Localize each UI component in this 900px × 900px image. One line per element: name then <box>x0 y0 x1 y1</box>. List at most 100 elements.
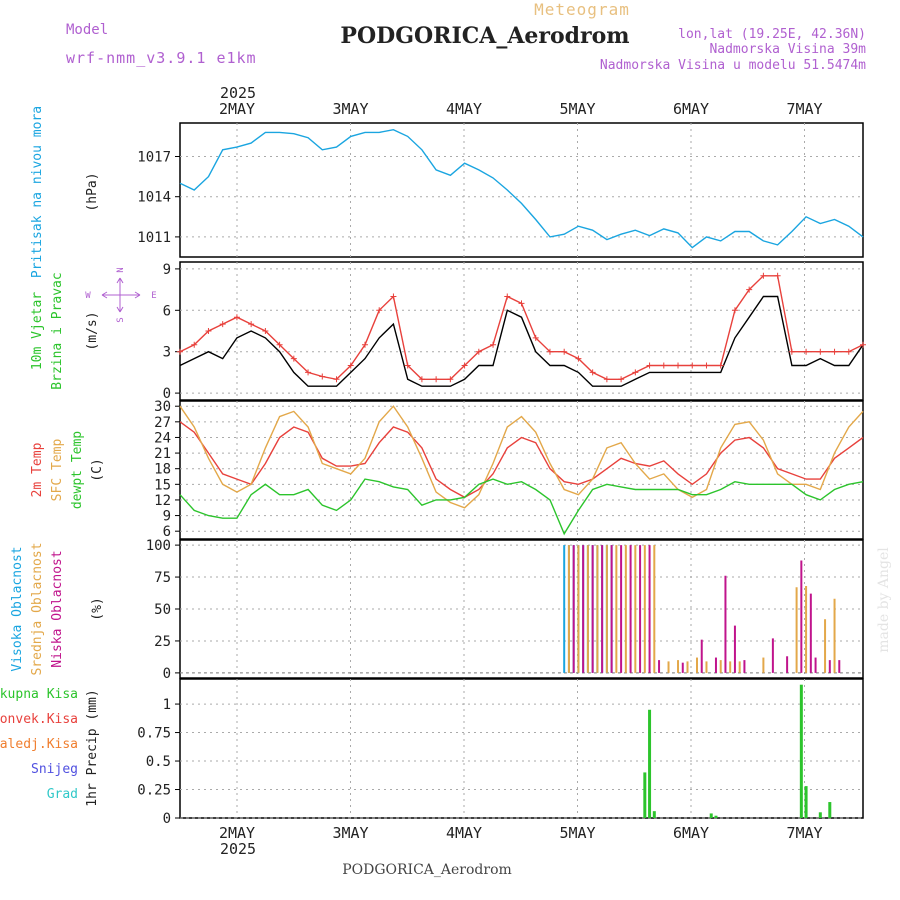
gust-marker <box>433 376 440 383</box>
y-tick-label: 30 <box>154 399 171 415</box>
gust-marker <box>660 362 667 369</box>
y-tick-label: 6 <box>163 303 171 319</box>
precip-bar <box>643 772 647 818</box>
y-tick-label: 24 <box>154 430 171 446</box>
precip-bar <box>818 812 822 818</box>
temp-unit: (C) <box>90 458 105 481</box>
series-line <box>179 295 864 387</box>
pressure-unit: (hPa) <box>85 172 100 211</box>
model-label: Model <box>66 22 108 38</box>
top-day-label: 7MAY <box>786 100 822 118</box>
compass-e: E <box>151 291 156 301</box>
credit-text: made by Angel <box>876 547 892 653</box>
gust-marker <box>646 362 653 369</box>
gust-marker <box>575 355 582 362</box>
gust-marker <box>262 328 269 334</box>
lonlat-text: lon,lat (19.25E, 42.36N) <box>678 27 866 42</box>
pressure-label: Pritisak na nivou mora <box>30 106 45 278</box>
gust-marker <box>205 328 212 334</box>
y-tick-label: 12 <box>154 493 171 509</box>
gust-marker <box>177 348 183 355</box>
y-tick-label: 100 <box>146 538 171 554</box>
bottom-day-label: 5MAY <box>559 824 595 842</box>
wind-label-1: 10m Vjetar <box>30 292 45 370</box>
bottom-year: 2025 <box>220 840 256 858</box>
precip-label-frozen: Zaledj.Kisa <box>0 737 78 752</box>
gust-marker <box>618 376 625 383</box>
gust-marker <box>703 362 710 369</box>
gust-marker <box>219 321 226 328</box>
compass-arrows <box>101 277 141 313</box>
precip-label-conv: Konvek.Kisa <box>0 712 78 727</box>
gust-marker <box>418 376 425 383</box>
compass-w: W <box>85 291 91 301</box>
y-tick-label: 50 <box>154 602 171 618</box>
y-tick-label: 0 <box>163 386 171 402</box>
temp-label-2m: 2m Temp <box>30 442 45 497</box>
wind-label-2: Brzina i Pravac <box>50 272 65 389</box>
y-tick-label: 15 <box>154 477 171 493</box>
gust-marker <box>447 376 454 383</box>
precip-bar <box>799 684 803 818</box>
precip-bar <box>714 815 718 818</box>
gust-marker <box>532 334 539 341</box>
gust-marker <box>333 376 340 383</box>
bottom-day-labels: 2MAY 3MAY 4MAY 5MAY 6MAY 7MAY <box>219 824 823 842</box>
gust-marker <box>860 341 866 348</box>
precip-label-total: Ukupna Kisa <box>0 687 78 702</box>
y-tick-label: 3 <box>163 345 171 361</box>
top-year: 2025 <box>220 84 256 102</box>
series-line <box>179 405 864 509</box>
gust-marker <box>817 348 824 355</box>
cloud-panel: 0 25 50 75 100 <box>146 538 864 682</box>
gust-marker <box>831 348 838 355</box>
compass-n: N <box>116 267 126 272</box>
gust-marker <box>845 348 852 355</box>
station-title: PODGORICA_Aerodrom <box>340 23 629 49</box>
gust-marker <box>276 341 283 348</box>
gust-marker <box>788 348 795 355</box>
y-tick-label: 21 <box>154 446 171 462</box>
temp-label-dew: dewpt Temp <box>70 431 85 509</box>
gust-marker <box>404 362 411 369</box>
precip-bar <box>804 786 808 818</box>
series-line <box>179 478 864 536</box>
precip-bar <box>648 709 652 818</box>
y-tick-label: 0.75 <box>137 726 171 742</box>
y-tick-label: 75 <box>154 570 171 586</box>
panel-frame <box>179 678 864 819</box>
pressure-panel: 1011 1014 1017 <box>137 122 864 258</box>
precip-bar <box>709 813 713 818</box>
gust-marker <box>731 307 738 314</box>
y-tick-label: 1014 <box>137 190 171 206</box>
bottom-day-label: 7MAY <box>786 824 822 842</box>
wind-panel: 0 3 6 9 <box>163 261 866 402</box>
gust-marker <box>376 307 383 314</box>
gust-marker <box>461 362 468 369</box>
gust-marker <box>475 348 482 355</box>
top-day-label: 4MAY <box>446 100 482 118</box>
compass-icon: N S W E <box>85 267 156 322</box>
top-day-label: 5MAY <box>559 100 595 118</box>
gust-marker <box>589 369 596 376</box>
top-day-label: 6MAY <box>673 100 709 118</box>
gust-marker <box>390 293 397 300</box>
gust-marker <box>347 362 354 369</box>
bottom-day-label: 2MAY <box>219 824 255 842</box>
gust-marker <box>803 348 810 355</box>
gust-marker <box>689 362 696 369</box>
y-tick-label: 0 <box>163 811 171 827</box>
top-day-labels: 2MAY 3MAY 4MAY 5MAY 6MAY 7MAY <box>219 100 823 118</box>
footer-station: PODGORICA_Aerodrom <box>342 862 512 878</box>
y-tick-label: 27 <box>154 415 171 431</box>
series-line <box>179 275 864 381</box>
cloud-label-mid: Srednja Oblacnost <box>30 542 45 675</box>
gust-marker <box>675 362 682 369</box>
bottom-day-label: 3MAY <box>332 824 368 842</box>
gust-marker <box>290 355 297 362</box>
gust-marker <box>632 369 639 376</box>
gust-marker <box>518 300 525 307</box>
gust-marker <box>361 341 368 348</box>
y-tick-label: 1 <box>163 697 171 713</box>
